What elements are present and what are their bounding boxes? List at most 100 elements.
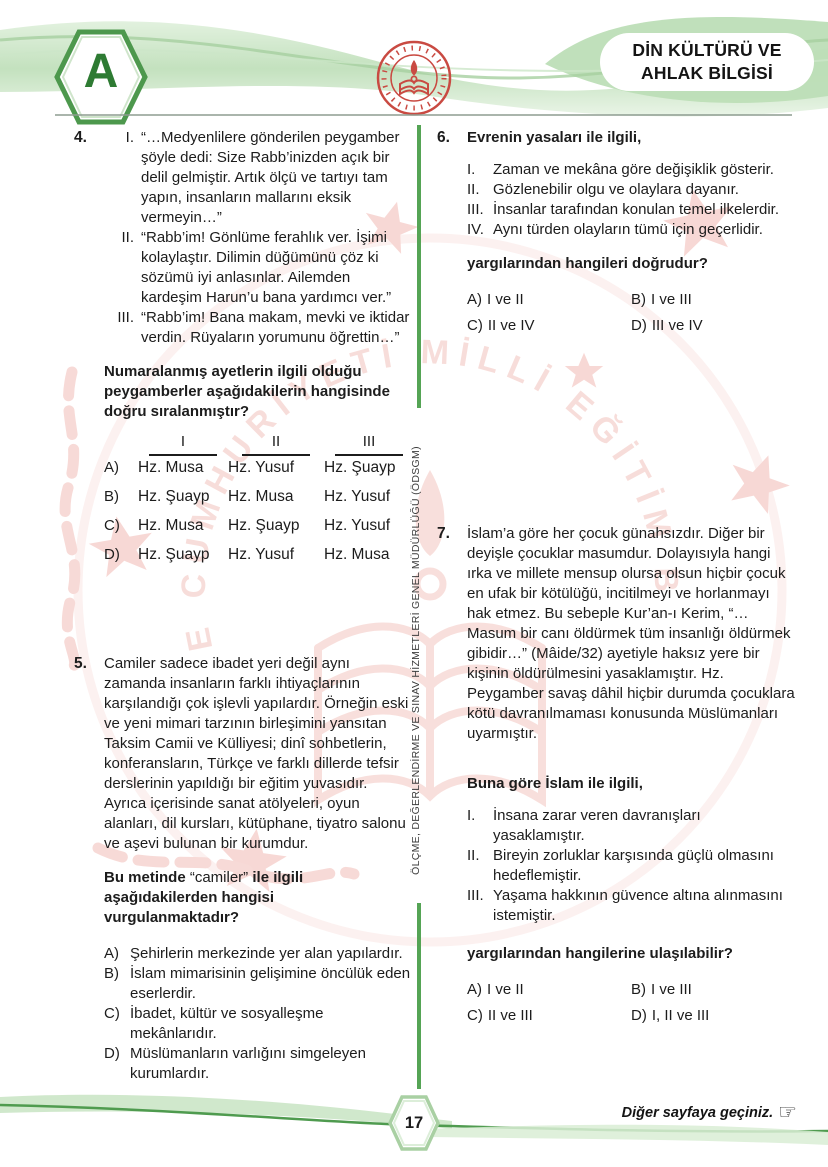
question-7: 7. İslam’a göre her çocuk günahsızdır. D…: [437, 524, 795, 1026]
table-header: I: [138, 432, 228, 458]
question-paragraph: Camiler sadece ibadet yeri değil aynı za…: [104, 655, 409, 852]
column-divider-top: [417, 125, 421, 408]
table-cell: Hz. Musa: [138, 459, 204, 476]
option: C) II ve III: [467, 1006, 631, 1026]
item-text: Gözlenebilir olgu ve olaylara dayanır.: [493, 181, 739, 198]
option-text: III ve IV: [651, 317, 703, 334]
option-letter: B): [104, 965, 119, 982]
booklet-type-badge: A: [53, 26, 149, 128]
option: A) Şehirlerin merkezinde yer alan yapıla…: [104, 944, 412, 964]
item-text: İnsana zarar veren davranışları yasaklam…: [493, 807, 701, 844]
option-letter: A): [104, 459, 119, 476]
option-letter: D): [631, 1007, 647, 1024]
header-divider-line: [55, 114, 792, 116]
page-number-badge: 17: [387, 1093, 441, 1153]
subject-title: DİN KÜLTÜRÜ VE AHLAK BİLGİSİ: [600, 33, 814, 91]
option-letter: D): [631, 317, 647, 334]
table-cell: Hz. Musa: [228, 488, 294, 505]
table-cell: Hz. Şuayp: [228, 517, 300, 534]
item-numeral: III.: [467, 887, 484, 904]
list-item: II. Gözlenebilir olgu ve olaylara dayanı…: [467, 180, 795, 200]
option-letter: A): [104, 945, 119, 962]
table-cell: Hz. Yusuf: [228, 546, 295, 563]
question-number: 7.: [437, 525, 450, 542]
option-letter: D): [104, 546, 120, 563]
page-number: 17: [404, 1114, 424, 1132]
option-letter: C): [104, 1005, 120, 1022]
item-numeral: I.: [125, 129, 134, 146]
option-letter: B): [631, 981, 646, 998]
question-number: 6.: [437, 129, 450, 146]
list-item: II. Bireyin zorluklar karşısında güçlü o…: [467, 846, 795, 886]
item-text: Yaşama hakkının güvence altına alınmasın…: [493, 887, 783, 924]
option: A) I ve II: [467, 290, 631, 310]
table-header-empty: [104, 432, 138, 458]
question-stem: yargılarından hangilerine ulaşılabilir?: [467, 945, 733, 962]
option-text: I, II ve III: [651, 1007, 710, 1024]
option-letter: A): [467, 981, 482, 998]
item-numeral: II.: [121, 229, 134, 246]
question-stem: Bu metinde “camiler” ile ilgili aşağıdak…: [104, 869, 304, 926]
quoted-term: “camiler”: [189, 869, 249, 886]
table-cell: Hz. Şuayp: [138, 488, 210, 505]
item-text: “…Medyenlilere gönderilen peygamber şöyl…: [141, 129, 400, 226]
option: B) I ve III: [631, 980, 795, 1000]
list-item: II. “Rabb’im! Gönlüme ferahlık ver. İşim…: [104, 228, 412, 308]
option: D) III ve IV: [631, 316, 795, 336]
table-cell: Hz. Şuayp: [138, 546, 210, 563]
next-page-instruction: Diğer sayfaya geçiniz. ☞: [622, 1101, 797, 1124]
question-number: 5.: [74, 655, 87, 672]
list-item: III. “Rabb’im! Bana makam, mevki ve ikti…: [104, 308, 412, 348]
left-column: 4. I. “…Medyenlilere gönderilen peygambe…: [74, 128, 412, 1084]
list-item: III. Yaşama hakkının güvence altına alın…: [467, 886, 795, 926]
item-numeral: III.: [117, 309, 134, 326]
option-text: II ve IV: [487, 317, 535, 334]
item-numeral: III.: [467, 201, 484, 218]
items-list: I. Zaman ve mekâna göre değişiklik göste…: [467, 160, 795, 240]
table-cell: Hz. Yusuf: [228, 459, 295, 476]
option: D) Müslümanların varlığını simgeleyen ku…: [104, 1044, 412, 1084]
meb-seal-icon: [376, 40, 452, 116]
question-6: 6. Evrenin yasaları ile ilgili, I. Zaman…: [437, 128, 795, 336]
table-cell: Hz. Şuayp: [324, 459, 396, 476]
options-list: A) Şehirlerin merkezinde yer alan yapıla…: [104, 944, 412, 1084]
option-letter: B): [631, 291, 646, 308]
item-text: Bireyin zorluklar karşısında güçlü olmas…: [493, 847, 774, 884]
list-item: IV. Aynı türden olayların tümü için geçe…: [467, 220, 795, 240]
item-text: “Rabb’im! Bana makam, mevki ve iktidar v…: [141, 309, 410, 346]
table-header: II: [228, 432, 324, 458]
question-number: 4.: [74, 129, 87, 146]
table-cell: Hz. Musa: [138, 517, 204, 534]
table-header: III: [324, 432, 414, 458]
list-item: I. “…Medyenlilere gönderilen peygamber ş…: [104, 128, 412, 228]
option-text: Şehirlerin merkezinde yer alan yapılardı…: [130, 945, 403, 962]
question-5: 5. Camiler sadece ibadet yeri değil aynı…: [74, 654, 412, 1084]
option-text: I ve II: [487, 981, 524, 998]
item-text: Aynı türden olayların tümü için geçerlid…: [493, 221, 763, 238]
option-text: I ve II: [487, 291, 524, 308]
item-numeral: I.: [467, 807, 476, 824]
list-item: I. Zaman ve mekâna göre değişiklik göste…: [467, 160, 795, 180]
answer-table: I II III A) Hz. Musa Hz. Yusuf Hz. Şuayp…: [104, 432, 412, 574]
option: C) II ve IV: [467, 316, 631, 336]
item-numeral: IV.: [467, 221, 484, 238]
question-stem: Numaralanmış ayetlerin ilgili olduğu pey…: [104, 363, 390, 420]
option: A) I ve II: [467, 980, 631, 1000]
option-text: İslam mimarisinin gelişimine öncülük ede…: [130, 965, 411, 1002]
option-text: İbadet, kültür ve sosyalleşme mekânlarıd…: [130, 1005, 324, 1042]
question-stem: yargılarından hangileri doğrudur?: [467, 255, 708, 272]
option-letter: C): [467, 1007, 483, 1024]
item-numeral: II.: [467, 847, 480, 864]
right-column: 6. Evrenin yasaları ile ilgili, I. Zaman…: [437, 128, 795, 1026]
option: D) I, II ve III: [631, 1006, 795, 1026]
pointing-hand-icon: ☞: [778, 1101, 797, 1124]
option-text: I ve III: [651, 981, 692, 998]
booklet-letter: A: [83, 45, 119, 98]
option-text: Müslümanların varlığını simgeleyen kurum…: [130, 1045, 366, 1082]
option-letter: D): [104, 1045, 120, 1062]
options-grid: A) I ve II B) I ve III C) II ve III D) I, II…: [467, 980, 795, 1026]
list-item: III. İnsanlar tarafından konulan temel i…: [467, 200, 795, 220]
hexagon-badge-icon: [54, 29, 148, 125]
item-numeral: II.: [467, 181, 480, 198]
question-intro: Buna göre İslam ile ilgili,: [467, 775, 643, 792]
